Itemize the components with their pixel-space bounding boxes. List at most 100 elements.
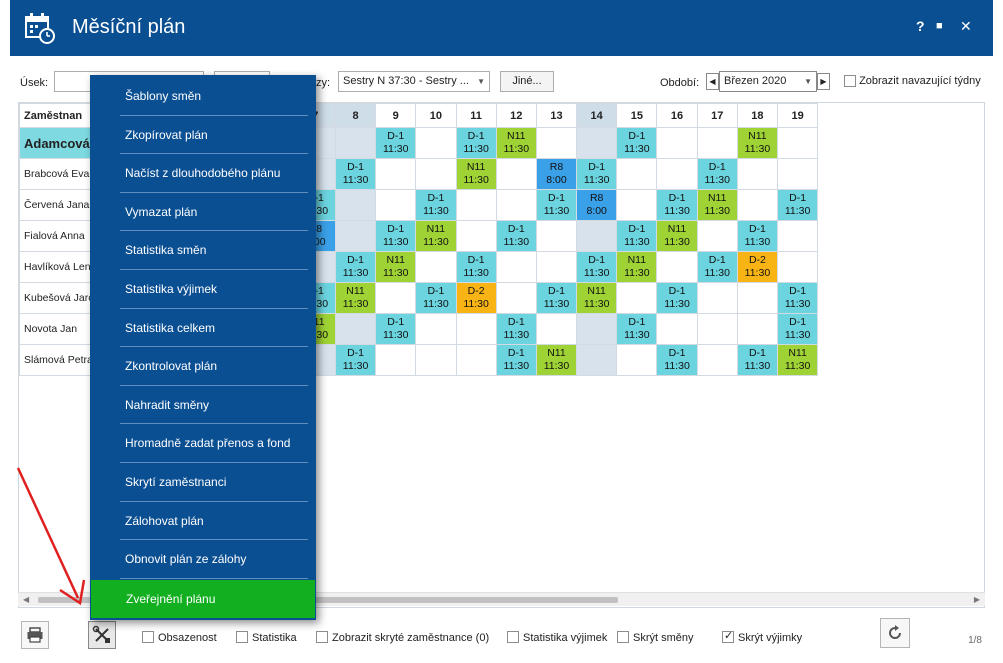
shift-cell[interactable] [535,127,578,159]
shift-cell[interactable] [415,344,457,376]
shift-cell[interactable] [776,158,819,190]
shift-cell[interactable] [616,344,658,376]
shift-cell[interactable] [495,251,537,283]
skupiny-select[interactable]: Sestry N 37:30 - Sestry ... ▼ [338,71,490,92]
bottom-option-0[interactable]: Obsazenost [142,631,217,644]
shift-cell[interactable] [736,158,779,190]
shift-cell[interactable] [334,313,377,345]
menu-item-8[interactable]: Nahradit směny [125,397,210,412]
menu-item-11[interactable]: Zálohovat plán [125,513,204,528]
day-header-18[interactable]: 18 [736,103,779,128]
shift-cell[interactable] [415,313,457,345]
shift-cell[interactable] [495,158,537,190]
menu-item-6[interactable]: Statistika celkem [125,320,216,335]
option-checkbox[interactable] [617,631,629,644]
shift-cell[interactable] [535,251,578,283]
shift-cell[interactable] [736,282,779,314]
shift-cell[interactable] [776,220,819,252]
shift-cell[interactable] [495,282,537,314]
option-checkbox[interactable] [722,629,734,644]
bottom-option-5[interactable]: Skrýt výjimky [722,629,802,644]
bottom-option-2[interactable]: Zobrazit skryté zaměstnance (0) [316,631,489,644]
shift-cell[interactable] [656,158,698,190]
day-header-15[interactable]: 15 [616,103,658,128]
bottom-option-1[interactable]: Statistika [236,631,297,644]
scroll-left-icon[interactable]: ◀ [23,595,30,604]
day-header-8[interactable]: 8 [334,103,377,128]
shift-cell[interactable] [334,189,377,221]
shift-cell[interactable] [415,127,457,159]
bottom-option-4[interactable]: Skrýt směny [617,631,694,644]
shift-cell[interactable] [455,344,497,376]
shift-cell[interactable] [656,127,698,159]
shift-cell[interactable] [375,158,417,190]
menu-item-5[interactable]: Statistika výjimek [125,282,218,296]
shift-cell[interactable] [415,158,457,190]
option-checkbox[interactable] [507,631,519,644]
show-next-weeks-option[interactable]: Zobrazit navazující týdny [844,75,981,88]
tools-menu-button[interactable] [88,621,116,649]
menu-item-10[interactable]: Skrytí zaměstnanci [125,475,227,489]
shift-cell[interactable] [616,189,658,221]
menu-item-13[interactable]: Zveřejnění plánu [91,579,315,618]
bottom-option-3[interactable]: Statistika výjimek [507,631,607,644]
day-header-10[interactable]: 10 [415,103,457,128]
shift-cell[interactable] [334,220,377,252]
close-button[interactable]: ✕ [960,18,972,34]
menu-item-4[interactable]: Statistika směn [125,243,207,258]
show-next-weeks-checkbox[interactable] [844,75,856,88]
day-header-12[interactable]: 12 [495,103,537,128]
shift-cell[interactable] [334,127,377,159]
shift-cell[interactable] [495,189,537,221]
